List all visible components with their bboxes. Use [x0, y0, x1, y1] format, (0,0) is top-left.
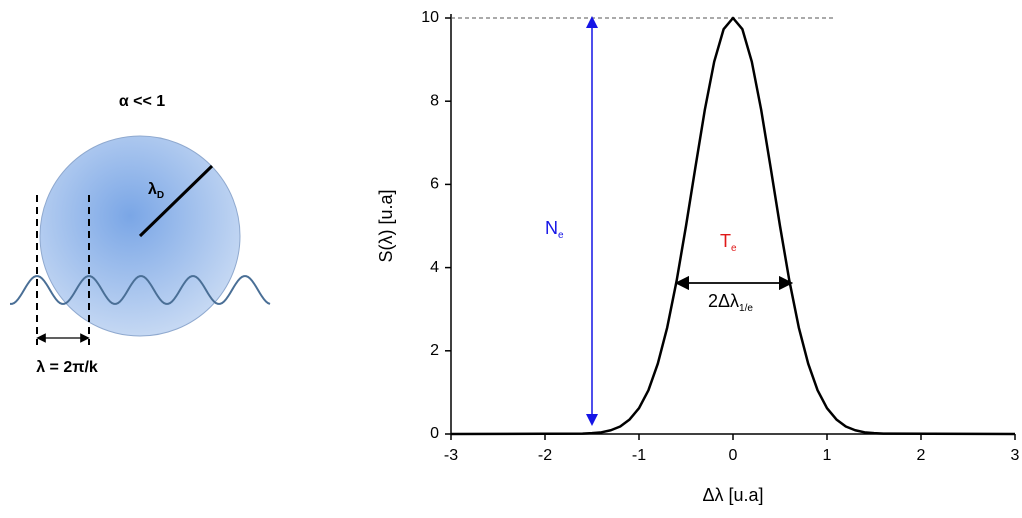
y-tick-label: 8: [430, 92, 439, 109]
y-tick-label: 10: [421, 9, 439, 26]
annotation-subscript: e: [731, 243, 737, 254]
x-tick-label: -2: [538, 447, 552, 464]
spectrum-line: [450, 16, 1016, 436]
annotation-text: T: [720, 231, 731, 251]
annotation-text: 2Δλ: [708, 291, 739, 311]
radius-line: [138, 164, 214, 238]
annotation-subscript: 1/e: [739, 303, 753, 314]
x-tick-label: 2: [917, 447, 926, 464]
wavelength-label: λ = 2π/k: [36, 359, 98, 376]
radius-subscript: D: [157, 190, 164, 201]
annotation: Te: [720, 231, 737, 254]
annotation: Ne: [545, 218, 564, 241]
x-tick-label: 0: [729, 447, 738, 464]
diagram-title: α << 1: [119, 93, 165, 110]
y-tick-label: 2: [430, 342, 439, 359]
x-tick-label: -1: [632, 447, 646, 464]
annotation-text: N: [545, 218, 558, 238]
annotation: 2Δλ1/e: [708, 291, 753, 314]
radius-label: λD: [148, 181, 164, 200]
diagram: α << 1 λD λ = 2π/k: [10, 93, 271, 376]
y-axis-label: S(λ) [u.a]: [376, 189, 396, 262]
x-axis-label: Δλ [u.a]: [702, 485, 763, 505]
y-tick-label: 4: [430, 259, 439, 276]
wave: [10, 275, 271, 305]
x-tick-label: -3: [444, 447, 458, 464]
y-tick-label: 0: [430, 425, 439, 442]
x-tick-label: 1: [823, 447, 832, 464]
x-tick-label: 3: [1011, 447, 1020, 464]
radius-symbol: λ: [148, 181, 157, 198]
annotation-subscript: e: [558, 230, 564, 241]
y-tick-label: 6: [430, 176, 439, 193]
